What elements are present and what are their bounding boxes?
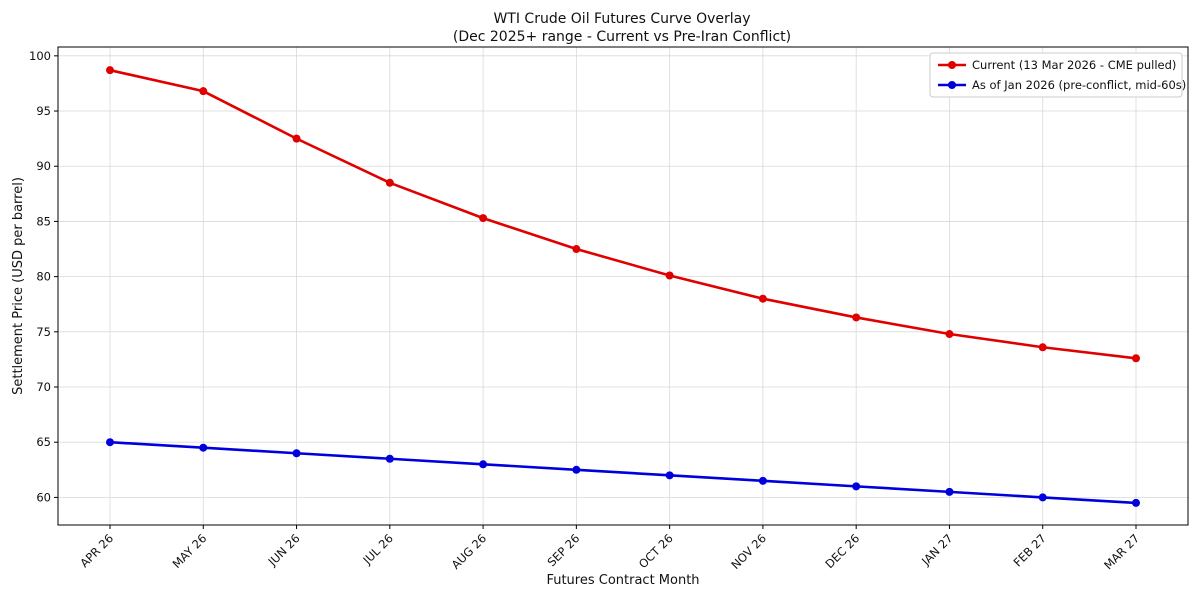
data-point [572, 245, 581, 254]
data-point [572, 465, 581, 474]
y-tick-label: 60 [36, 490, 51, 504]
x-tick-label: JUN 26 [265, 531, 303, 569]
x-axis-label: Futures Contract Month [546, 573, 699, 588]
chart-title: WTI Crude Oil Futures Curve Overlay [493, 11, 750, 27]
data-point [199, 87, 208, 96]
x-tick-label: MAR 27 [1101, 531, 1142, 572]
x-tick-label: NOV 26 [728, 531, 769, 572]
x-tick-label: SEP 26 [544, 531, 582, 569]
y-tick-label: 95 [36, 104, 51, 118]
series-layer [106, 66, 1140, 507]
data-point [758, 294, 767, 303]
y-axis: 60 65 70 75 80 85 90 95 100 [29, 49, 58, 504]
legend-marker [948, 61, 956, 69]
data-point [385, 454, 394, 463]
y-axis-label: Settlement Price (USD per barrel) [11, 177, 26, 395]
series-line [109, 68, 1137, 360]
data-point [852, 482, 861, 491]
y-tick-label: 100 [29, 49, 51, 63]
data-point [479, 214, 488, 223]
x-axis: APR 26 MAY 26 JUN 26 JUL 26 AUG 26 SEP 26 OCT … [77, 525, 1142, 572]
data-point [479, 460, 488, 469]
data-point [1132, 498, 1140, 507]
data-point [945, 487, 954, 496]
data-point [758, 476, 767, 485]
data-point [199, 443, 208, 452]
data-point [106, 438, 114, 447]
series-line [109, 440, 1137, 505]
x-tick-label: JAN 27 [918, 531, 955, 568]
data-point [1038, 343, 1047, 352]
x-tick-label: JUL 26 [360, 531, 396, 567]
legend-label: As of Jan 2026 (pre-conflict, mid-60s) [972, 78, 1186, 92]
chart-subtitle: (Dec 2025+ range - Current vs Pre-Iran C… [453, 29, 791, 45]
data-point [1132, 354, 1140, 363]
series-0 [106, 66, 1140, 363]
data-point [385, 178, 394, 187]
y-tick-label: 75 [36, 325, 51, 339]
legend-box [929, 52, 1183, 98]
grid-lines [58, 47, 1188, 525]
plot-frame [57, 46, 1189, 526]
y-tick-label: 80 [36, 270, 51, 284]
data-point [945, 330, 954, 339]
data-point [292, 134, 301, 143]
y-tick-label: 85 [36, 214, 51, 228]
legend-marker [948, 81, 956, 89]
y-tick-label: 90 [36, 159, 51, 173]
x-tick-label: MAY 26 [170, 531, 210, 571]
x-tick-label: FEB 27 [1011, 531, 1049, 569]
legend: Current (13 Mar 2026 - CME pulled) As of … [929, 52, 1186, 98]
data-point [852, 313, 861, 322]
x-tick-label: APR 26 [77, 531, 116, 570]
legend-label: Current (13 Mar 2026 - CME pulled) [972, 58, 1176, 72]
x-tick-label: OCT 26 [636, 531, 676, 571]
data-point [292, 449, 301, 458]
data-point [1038, 493, 1047, 502]
x-tick-label: DEC 26 [822, 531, 862, 571]
data-point [665, 271, 674, 280]
y-tick-label: 70 [36, 380, 51, 394]
data-point [106, 66, 114, 75]
series-1 [106, 438, 1140, 507]
y-tick-label: 65 [36, 435, 51, 449]
data-point [665, 471, 674, 480]
x-tick-label: AUG 26 [449, 531, 490, 572]
